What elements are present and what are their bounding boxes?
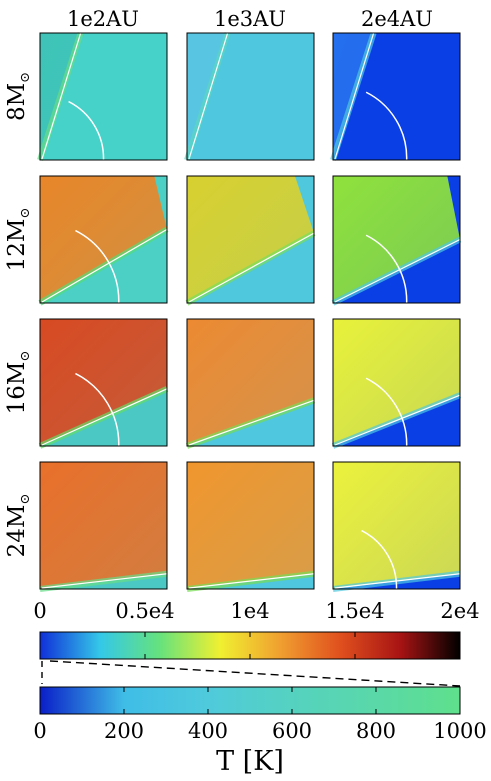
heatmap-panels (37, 32, 462, 592)
lower-colorbar-tick-label: 400 (188, 719, 228, 743)
boundary-contour (188, 32, 229, 160)
row-labels: 8M⊙ 12M⊙ 16M⊙ 24M⊙ (4, 72, 33, 557)
boundary-contour (41, 32, 82, 160)
lower-colorbar-tick-label: 200 (104, 719, 144, 743)
lower-colorbar-tick-label: 800 (356, 719, 396, 743)
row-header-16m: 16M⊙ (4, 351, 33, 415)
cavity-region (187, 462, 314, 589)
lower-colorbar-tick-label: 600 (272, 719, 312, 743)
panel-r1-c2 (184, 32, 315, 161)
x-axis-label: T [K] (216, 746, 284, 777)
arc-contour (75, 372, 120, 447)
panel-frame (332, 318, 461, 447)
arc-contour (365, 377, 408, 447)
panel-frame (186, 175, 315, 304)
panel-frame (186, 318, 315, 447)
cavity-region (333, 176, 460, 303)
arc-contour (68, 100, 105, 161)
arc-contour (361, 529, 398, 590)
upper-colorbar-tick-label: 2e4 (440, 599, 479, 623)
lower-colorbar-gradient (39, 686, 461, 715)
panel-r4-c3 (332, 461, 461, 592)
column-header-2e4au: 2e4AU (361, 7, 433, 31)
panel-frame (332, 32, 461, 161)
panel-r2-c2 (185, 175, 316, 306)
upper-colorbar-tick-label: 1e4 (230, 599, 269, 623)
arc-contour (365, 234, 408, 304)
row-header-24m: 24M⊙ (4, 494, 33, 558)
solar-mass-symbol: ⊙ (18, 351, 33, 362)
cavity-region (40, 319, 167, 446)
arc-contour (75, 229, 120, 304)
upper-colorbar-tick-label: 1.5e4 (325, 599, 384, 623)
panel-r4-c1 (39, 461, 168, 592)
column-header-1e3au: 1e3AU (214, 7, 286, 31)
upper-colorbar-tick-label: 0 (33, 599, 46, 623)
panel-r3-c2 (185, 318, 316, 449)
upper-colorbar-ticks: 0 0.5e4 1e4 1.5e4 2e4 (33, 599, 480, 659)
upper-colorbar-tick-label: 0.5e4 (115, 599, 174, 623)
solar-mass-symbol: ⊙ (18, 208, 33, 219)
panel-r1-c3 (330, 32, 461, 161)
panel-r3-c1 (38, 318, 169, 449)
panel-frame (332, 175, 461, 304)
column-header-1e2au: 1e2AU (67, 7, 139, 31)
zoom-indicator (41, 660, 461, 687)
cavity-region (187, 176, 314, 303)
boundary-contour (188, 573, 315, 589)
lower-colorbar: 0 200 400 600 800 1000 (33, 686, 487, 743)
boundary-contour (334, 32, 375, 160)
row-header-12m: 12M⊙ (4, 208, 33, 272)
zoom-line-diagonal (49, 660, 461, 687)
arc-contour (365, 91, 408, 161)
boundary-contour (41, 228, 168, 303)
solar-mass-symbol: ⊙ (18, 72, 33, 83)
lower-colorbar-tick-label: 0 (33, 719, 46, 743)
boundary-contour (334, 238, 461, 303)
upper-colorbar: 0 0.5e4 1e4 1.5e4 2e4 (33, 599, 480, 660)
cavity-region (333, 462, 460, 589)
boundary-contour (41, 388, 168, 446)
panel-frame (332, 461, 461, 590)
panel-r2-c3 (331, 175, 462, 306)
lower-colorbar-tick-label: 1000 (433, 719, 486, 743)
solar-mass-symbol: ⊙ (18, 494, 33, 505)
panel-frame (39, 461, 168, 590)
panel-r2-c1 (38, 175, 169, 306)
cavity-region (333, 319, 460, 446)
boundary-contour (334, 394, 461, 446)
boundary-contour (334, 573, 461, 589)
boundary-contour (188, 232, 315, 303)
row-header-8m: 8M⊙ (4, 72, 33, 121)
lower-colorbar-ticks: 0 200 400 600 800 1000 (33, 687, 487, 743)
panel-r1-c1 (37, 32, 168, 161)
panel-frame (39, 318, 168, 447)
panel-frame (39, 32, 168, 161)
boundary-contour (188, 399, 315, 446)
cavity-region (40, 176, 167, 303)
panel-r4-c2 (186, 461, 315, 592)
panel-frame (186, 32, 315, 161)
cavity-region (40, 462, 167, 589)
panel-r3-c3 (331, 318, 462, 449)
boundary-contour (41, 573, 168, 589)
panel-frame (39, 175, 168, 304)
cavity-region (187, 319, 314, 446)
panel-frame (186, 461, 315, 590)
